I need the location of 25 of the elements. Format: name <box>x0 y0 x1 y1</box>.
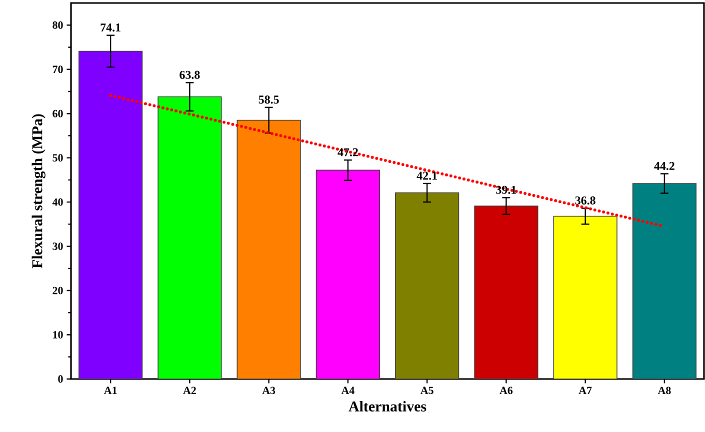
y-tick-label: 0 <box>58 375 63 383</box>
y-tick-label: 70 <box>52 66 63 74</box>
y-tick-label: 80 <box>52 21 63 29</box>
x-tick-label: A8 <box>658 386 671 394</box>
y-tick-label: 30 <box>52 242 63 250</box>
y-axis-title: Flexural strength (MPa) <box>32 114 46 268</box>
data-label: 58.5 <box>258 96 279 104</box>
x-tick-label: A3 <box>262 386 276 394</box>
y-tick-label: 40 <box>52 198 63 206</box>
data-label: 74.1 <box>100 24 120 32</box>
x-axis-title: Alternatives <box>348 401 426 412</box>
data-label: 36.8 <box>575 196 596 205</box>
y-tick-label: 60 <box>52 110 63 118</box>
y-tick-label: 10 <box>53 331 63 338</box>
x-tick-label: A6 <box>500 386 513 394</box>
data-label: 42.1 <box>416 172 437 180</box>
y-tick-label: 20 <box>52 286 63 294</box>
x-tick-label: A4 <box>341 386 354 394</box>
data-label: 63.8 <box>180 70 200 79</box>
x-tick-label: A7 <box>578 386 592 394</box>
x-tick-label: A2 <box>183 386 196 394</box>
data-label: 44.2 <box>654 162 674 170</box>
x-tick-label: A1 <box>104 386 117 394</box>
y-tick-label: 50 <box>52 154 63 162</box>
x-tick-label: A5 <box>420 386 434 394</box>
